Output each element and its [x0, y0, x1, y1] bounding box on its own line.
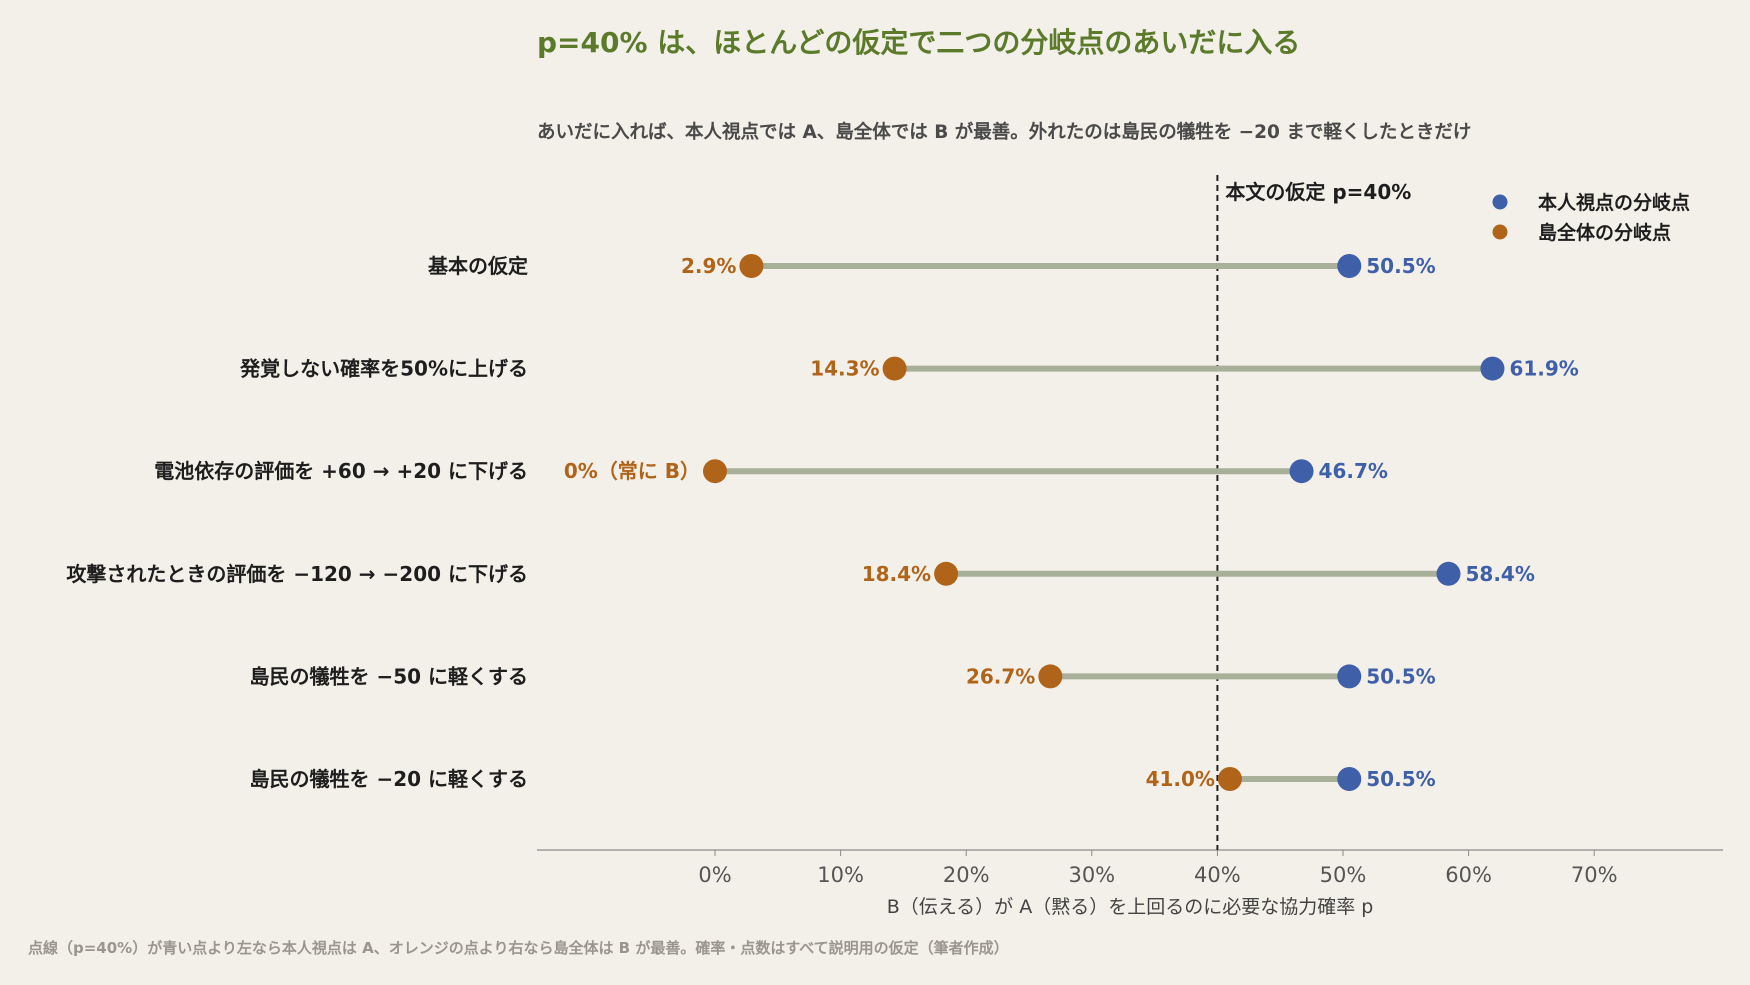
category-label: 電池依存の評価を +60 → +20 に下げる: [154, 459, 528, 483]
individual-value-label: 50.5%: [1366, 767, 1435, 791]
x-tick-label: 50%: [1320, 863, 1367, 887]
individual-value-label: 50.5%: [1366, 664, 1435, 688]
island-value-label: 18.4%: [862, 562, 931, 586]
individual-point: [1337, 254, 1362, 278]
x-tick-label: 60%: [1445, 863, 1492, 887]
legend-label: 島全体の分岐点: [1538, 221, 1671, 244]
x-tick-label: 0%: [698, 863, 731, 887]
legend-marker: [1492, 194, 1508, 210]
island-value-label: 0%（常に B）: [564, 459, 700, 483]
individual-point: [1337, 767, 1362, 791]
x-tick-label: 70%: [1571, 863, 1618, 887]
individual-point: [1436, 561, 1461, 586]
plot-area: 0% 10% 20% 30% 40% 50% 60% 70% 本文の仮定 p=40% 本人視点の分…: [66, 175, 1723, 887]
individual-value-label: 58.4%: [1466, 562, 1535, 586]
x-tick-label: 30%: [1068, 863, 1115, 887]
footnote: 点線（p=40%）が青い点より左なら本人視点は A、オレンジの点より右なら島全体…: [28, 939, 1009, 957]
category-label: 島民の犠牲を −20 に軽くする: [249, 767, 528, 791]
island-value-label: 41.0%: [1146, 767, 1215, 791]
category-label: 基本の仮定: [428, 254, 528, 278]
legend-label: 本人視点の分岐点: [1538, 191, 1690, 214]
individual-value-label: 46.7%: [1319, 459, 1388, 483]
x-axis-label: B（伝える）が A（黙る）を上回るのに必要な協力確率 p: [887, 896, 1374, 918]
reference-line-label: 本文の仮定 p=40%: [1225, 180, 1411, 204]
island-point: [934, 561, 959, 586]
x-tick-label: 40%: [1194, 863, 1241, 887]
island-point: [1217, 767, 1242, 791]
island-point: [739, 254, 764, 278]
individual-point: [1337, 664, 1362, 689]
island-point: [703, 459, 727, 484]
category-label: 発覚しない確率を50%に上げる: [239, 357, 528, 381]
x-tick-label: 20%: [943, 863, 990, 887]
individual-point: [1480, 356, 1505, 381]
individual-value-label: 50.5%: [1366, 254, 1435, 278]
chart-title: p=40% は、ほとんどの仮定で二つの分岐点のあいだに入る: [537, 26, 1300, 59]
island-value-label: 2.9%: [681, 254, 736, 278]
individual-value-label: 61.9%: [1509, 357, 1578, 381]
x-tick-label: 10%: [817, 863, 864, 887]
island-value-label: 14.3%: [810, 357, 879, 381]
island-point: [882, 356, 907, 381]
individual-point: [1289, 459, 1314, 484]
chart-subtitle: あいだに入れば、本人視点では A、島全体では B が最善。外れたのは島民の犠牲を…: [537, 121, 1471, 143]
category-label: 島民の犠牲を −50 に軽くする: [249, 664, 528, 688]
legend-marker: [1492, 224, 1508, 240]
island-point: [1038, 664, 1063, 689]
island-value-label: 26.7%: [966, 664, 1035, 688]
category-label: 攻撃されたときの評価を −120 → −200 に下げる: [66, 562, 528, 586]
